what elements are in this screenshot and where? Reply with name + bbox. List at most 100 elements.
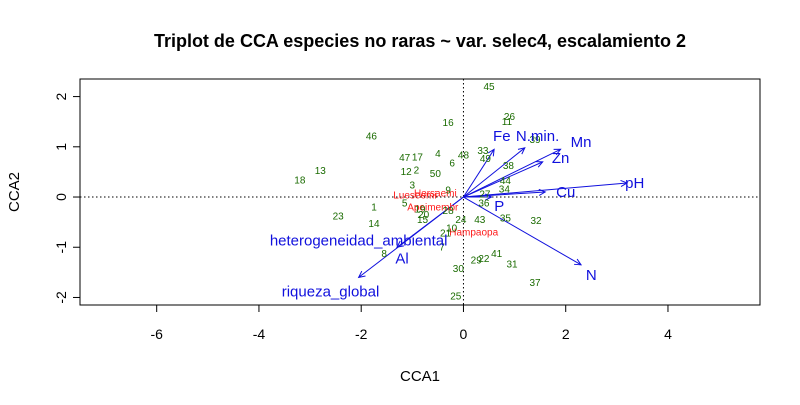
site-label: 37 [529,278,541,289]
site-label: 5 [402,199,408,210]
plot-frame [79,78,761,306]
vector-arrowhead [396,240,404,248]
environmental-vectors [357,147,629,279]
site-label: 8 [381,249,387,260]
site-label: 18 [294,175,306,186]
site-label: 44 [500,176,512,187]
site-label: 31 [506,259,518,270]
site-label: 24 [455,215,467,226]
vector-arrowhead [620,179,629,187]
y-tick-label: -2 [53,291,69,304]
vector-label: Zn [552,150,570,167]
site-label: 47 [399,153,411,164]
vector-arrowhead [487,148,495,157]
vector-arrow-Cu [463,191,546,198]
y-tick-label: 1 [53,143,69,151]
vector-label: Mn [571,134,592,151]
x-tick-label: 0 [460,326,468,342]
x-tick-label: -6 [150,326,163,342]
site-label: 13 [315,166,327,177]
vector-label: N.min. [516,128,559,145]
site-label: 9 [445,185,451,196]
site-label: 30 [453,264,465,275]
site-label: 46 [366,131,378,142]
site-label: 7 [439,243,445,254]
site-label: 22 [478,254,490,265]
site-label: 34 [499,184,511,195]
site-label: 2 [414,165,420,176]
x-tick-label: 2 [562,326,570,342]
y-axis-label: CCA2 [6,172,23,212]
site-label: 17 [412,152,424,163]
site-label: 49 [480,154,492,165]
species-label: Lueseemi [393,191,436,202]
x-tick-label: -2 [355,326,368,342]
vector-label: Cu [556,184,575,201]
site-label: 3 [410,180,416,191]
vector-arrow-N [463,196,582,266]
site-label: 20 [418,210,430,221]
site-label: 35 [500,214,512,225]
vector-arrowhead [357,270,366,279]
vector-arrowhead [535,161,544,168]
site-label: 6 [449,158,455,169]
reference-lines [80,79,760,305]
site-label: 43 [474,215,486,226]
site-label: 36 [478,199,490,210]
site-label: 41 [491,249,503,260]
vector-arrowhead [553,148,562,156]
vector-arrow-N.min. [463,147,526,198]
vector-label: Al [395,250,408,267]
site-label: 21 [440,229,452,240]
species-label: Hersaemi [414,189,457,200]
site-label: 15 [417,215,429,226]
site-label: 45 [483,82,495,93]
site-label: 19 [414,205,426,216]
site-label: 14 [368,219,380,230]
vector-arrow-Mn [463,148,561,198]
site-label: 39 [529,135,541,146]
site-label: 26 [504,112,516,123]
y-axis: -2 -1 0 1 2 [53,92,80,304]
site-label: 33 [477,146,489,157]
x-tick-label: 4 [664,326,672,342]
site-label: 28 [443,206,455,217]
site-label: 1 [371,203,377,214]
site-label: 29 [471,255,483,266]
vector-arrow-Fe [463,149,495,198]
vector-arrow-riqueza_global [358,196,464,278]
species-label: Hampaopa [449,228,498,239]
y-tick-label: -1 [53,241,69,254]
vector-label: heterogeneidad_ambiental [270,233,448,250]
vector-label: Fe [493,128,511,145]
site-label: 4 [435,149,441,160]
x-axis: -6 -4 -2 0 2 4 [150,305,672,342]
site-label: 27 [479,190,491,201]
vector-arrowhead [538,188,547,196]
site-label: 32 [530,216,542,227]
vector-arrowhead [517,147,526,155]
site-label: 16 [443,118,455,129]
site-label: 23 [333,212,345,223]
vector-arrow-pH [463,182,628,198]
site-label: 11 [502,117,513,128]
x-tick-label: -4 [253,326,266,342]
vector-label: N [586,267,597,284]
site-label: 25 [450,291,462,302]
vector-arrowhead [485,193,493,201]
y-tick-label: 2 [53,92,69,100]
species-label: Apeimembr [407,203,459,214]
vector-label: pH [625,175,644,192]
site-label: 10 [446,224,458,235]
y-tick-label: 0 [53,193,69,201]
vector-arrowhead [574,258,583,266]
site-label: 12 [401,167,413,178]
vector-label: riqueza_global [282,283,380,300]
vector-arrow-Zn [463,161,543,198]
site-label: 38 [503,161,515,172]
vector-label: P [494,198,504,215]
